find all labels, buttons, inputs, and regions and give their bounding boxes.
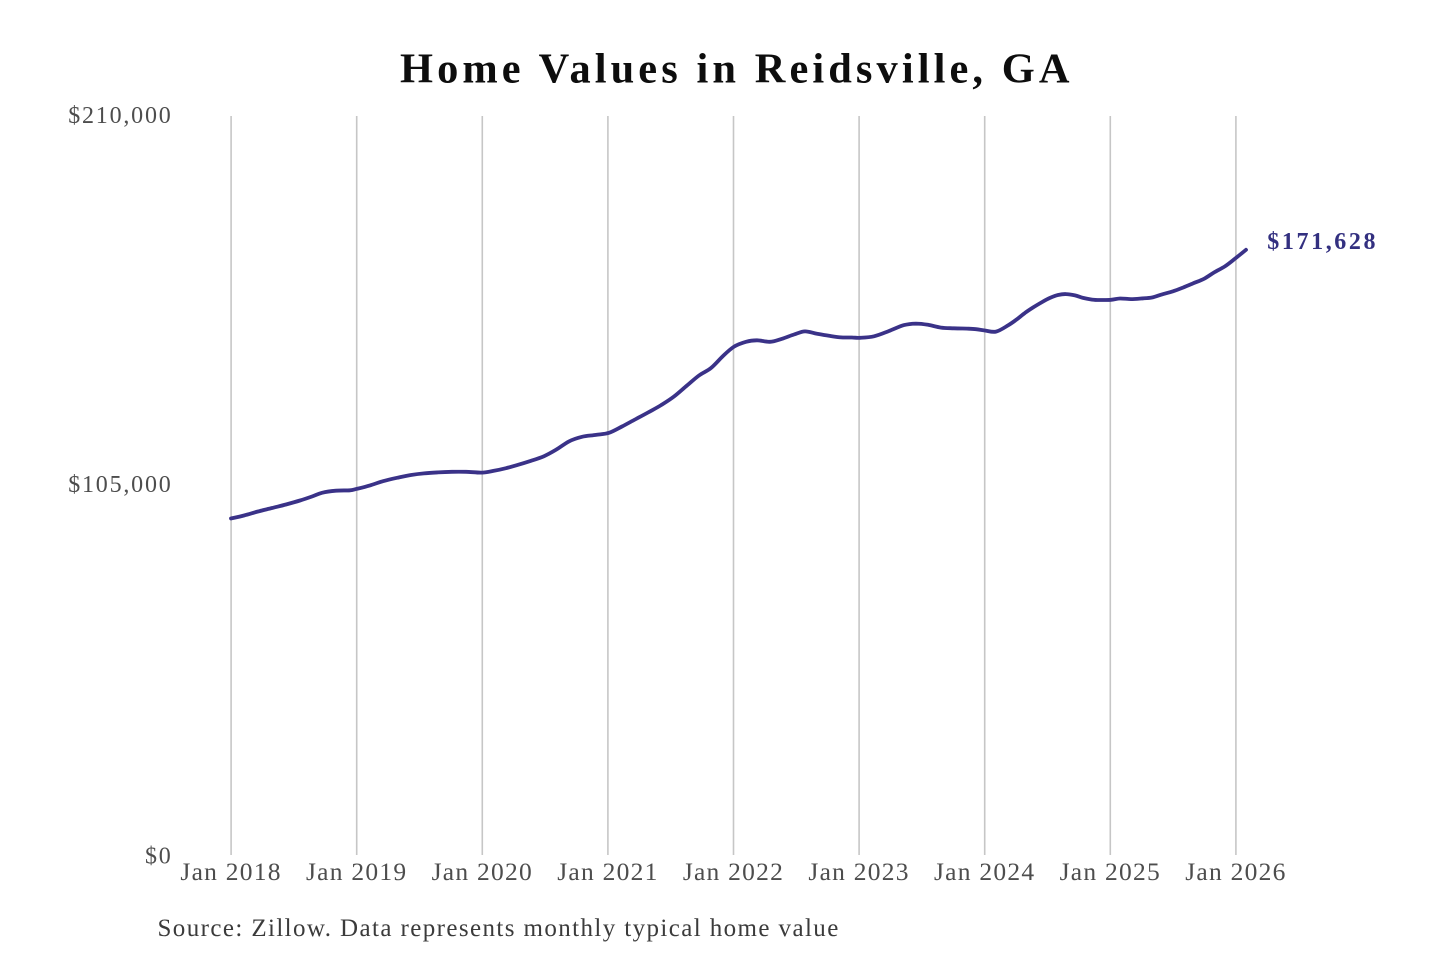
svg-text:Jan 2018: Jan 2018 [180, 857, 281, 886]
svg-text:Jan 2026: Jan 2026 [1185, 857, 1286, 886]
svg-text:Jan 2023: Jan 2023 [808, 857, 909, 886]
svg-text:Jan 2020: Jan 2020 [432, 857, 533, 886]
svg-text:Jan 2019: Jan 2019 [306, 857, 407, 886]
svg-text:Home Values in Reidsville, GA: Home Values in Reidsville, GA [400, 46, 1074, 93]
svg-text:Jan 2024: Jan 2024 [934, 857, 1035, 886]
svg-text:$105,000: $105,000 [68, 472, 172, 498]
svg-text:$210,000: $210,000 [68, 103, 172, 129]
svg-text:Jan 2025: Jan 2025 [1060, 857, 1161, 886]
svg-text:Source: Zillow. Data represent: Source: Zillow. Data represents monthly … [158, 915, 840, 942]
svg-text:$171,628: $171,628 [1267, 229, 1378, 255]
svg-text:Jan 2021: Jan 2021 [557, 857, 658, 886]
svg-text:Jan 2022: Jan 2022 [683, 857, 784, 886]
svg-text:$0: $0 [145, 844, 173, 870]
